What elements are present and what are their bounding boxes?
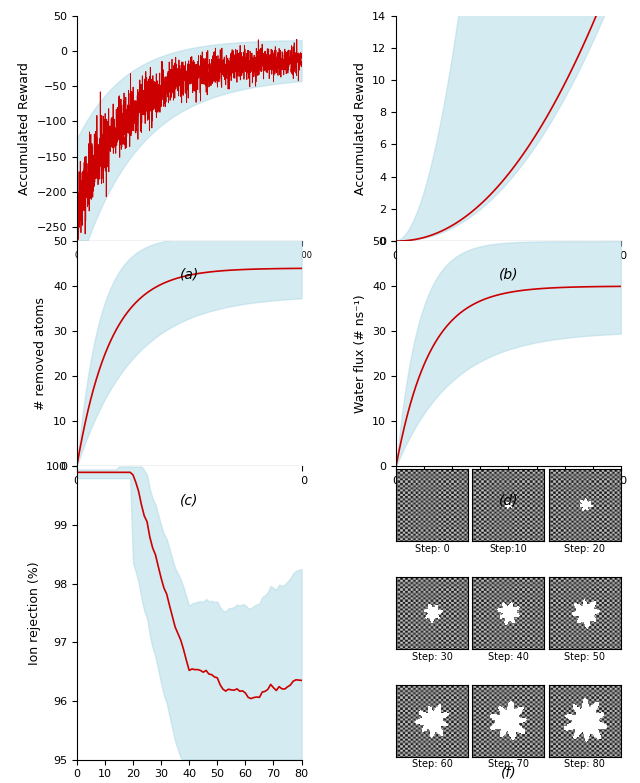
X-axis label: Step:10: Step:10	[490, 544, 527, 554]
Y-axis label: Accumulated Reward: Accumulated Reward	[18, 62, 31, 195]
Text: (f): (f)	[500, 766, 516, 780]
X-axis label: Timestep: Timestep	[161, 492, 218, 505]
Text: (d): (d)	[499, 493, 518, 507]
X-axis label: Step: 0: Step: 0	[415, 544, 449, 554]
Y-axis label: Accumulated Reward: Accumulated Reward	[354, 62, 367, 195]
Text: (b): (b)	[499, 268, 518, 282]
X-axis label: Step: 60: Step: 60	[412, 760, 452, 770]
X-axis label: Timestep: Timestep	[479, 266, 537, 280]
X-axis label: Step: 20: Step: 20	[564, 544, 605, 554]
X-axis label: Timestep: Timestep	[479, 492, 537, 505]
X-axis label: Step: 30: Step: 30	[412, 651, 452, 662]
Text: (a): (a)	[180, 268, 199, 282]
Y-axis label: # removed atoms: # removed atoms	[35, 298, 47, 410]
X-axis label: Step: 70: Step: 70	[488, 760, 529, 770]
X-axis label: Step: 40: Step: 40	[488, 651, 529, 662]
Y-axis label: Water flux (# ns⁻¹): Water flux (# ns⁻¹)	[354, 294, 367, 413]
Y-axis label: Ion rejection (%): Ion rejection (%)	[28, 561, 40, 665]
X-axis label: Step: 80: Step: 80	[564, 760, 605, 770]
X-axis label: Episode: Episode	[164, 265, 214, 278]
Text: (c): (c)	[180, 493, 198, 507]
X-axis label: Step: 50: Step: 50	[564, 651, 605, 662]
